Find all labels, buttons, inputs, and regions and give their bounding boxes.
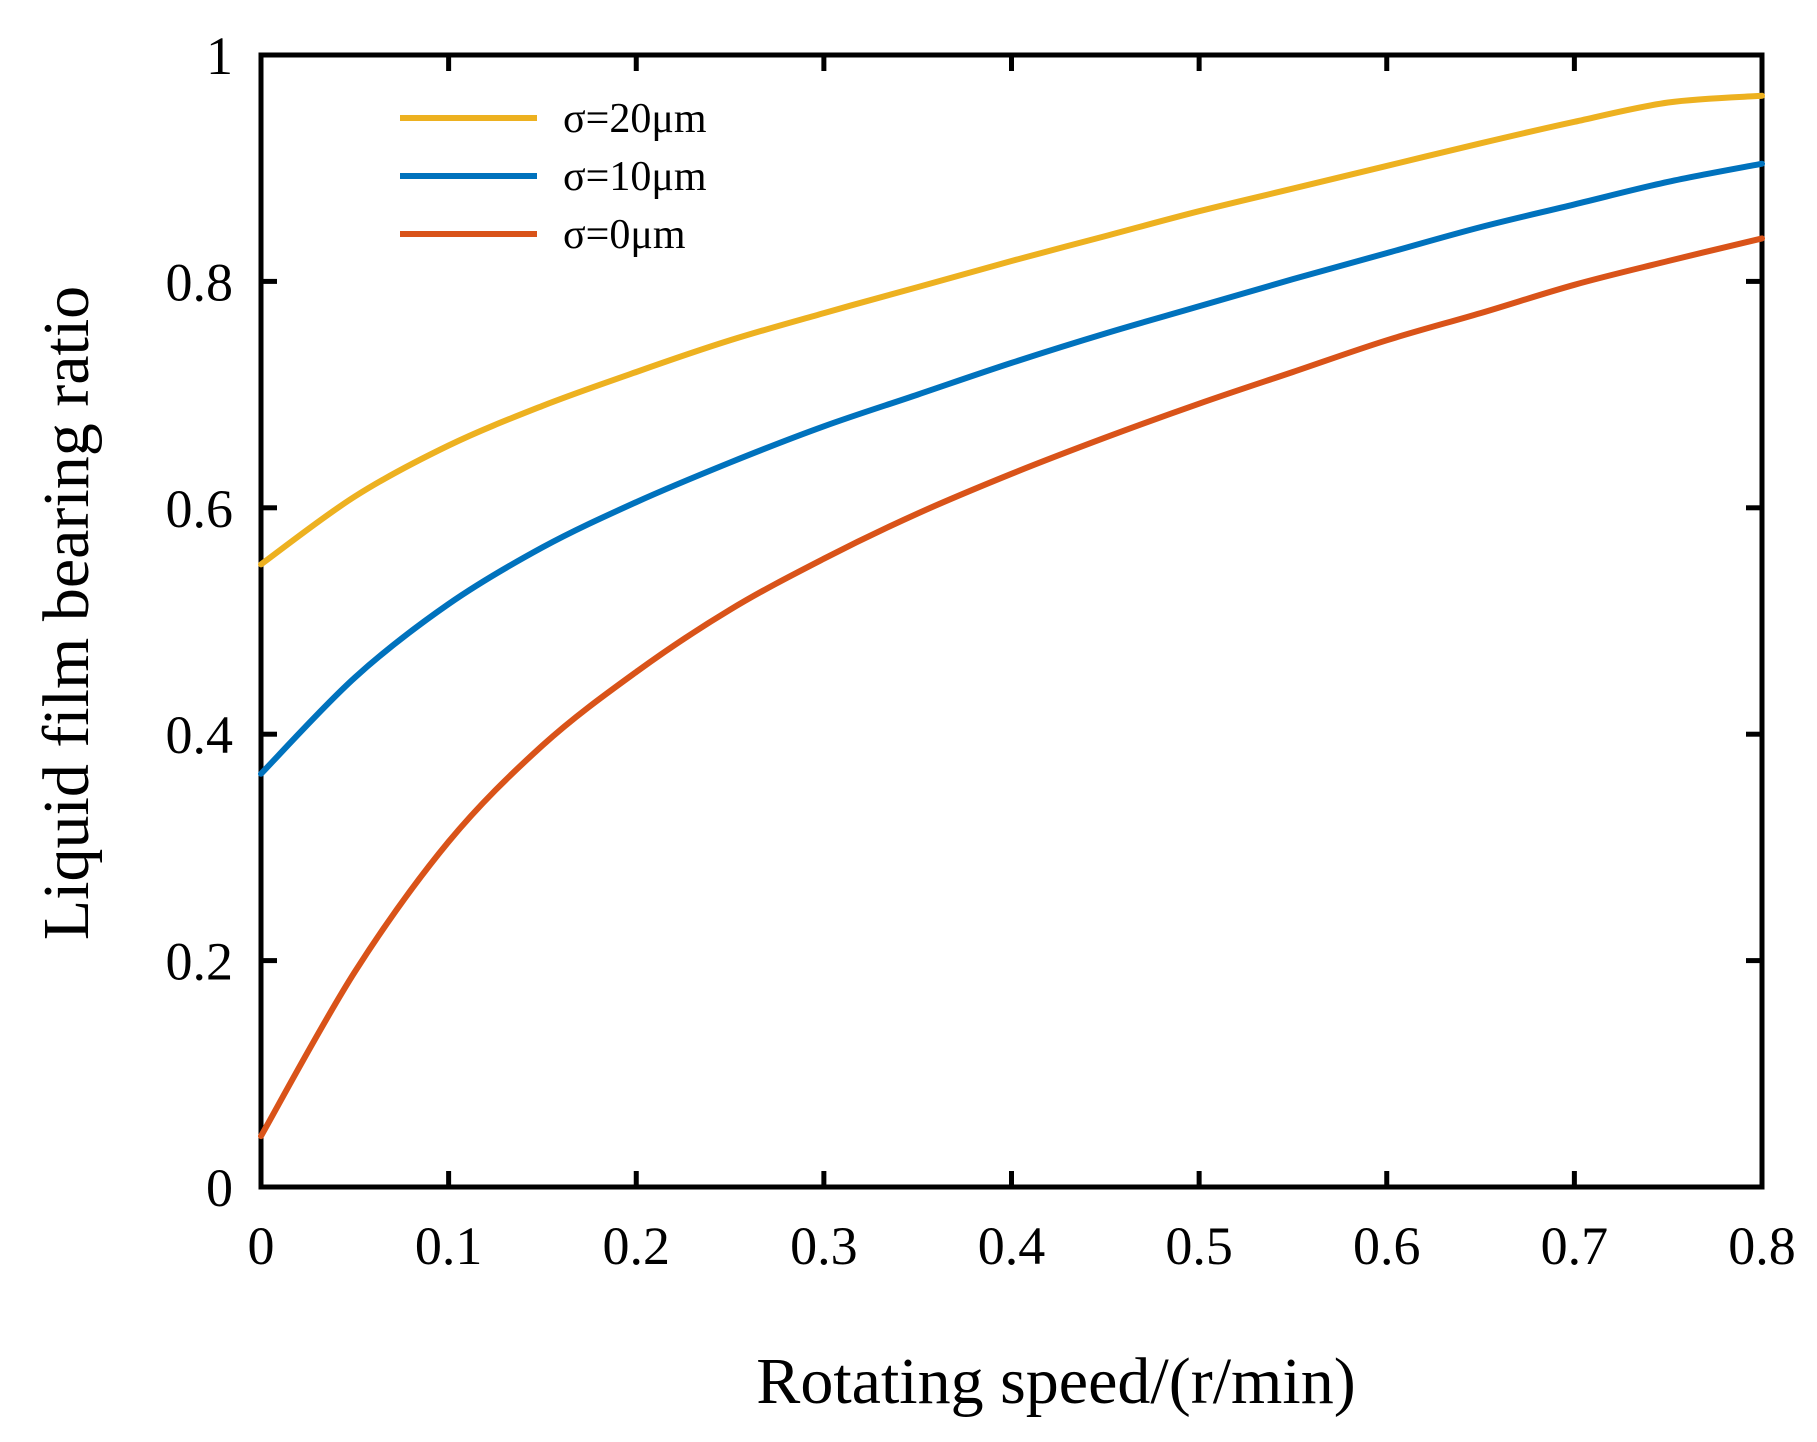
y-tick-label: 0.8: [166, 252, 234, 312]
x-tick-label: 0.3: [790, 1216, 858, 1276]
y-tick-label: 1: [206, 26, 233, 86]
x-tick-label: 0: [248, 1216, 275, 1276]
x-tick-label: 0.7: [1541, 1216, 1609, 1276]
x-tick-label: 0.5: [1165, 1216, 1233, 1276]
legend-item: σ=0μm: [400, 212, 686, 258]
legend-item: σ=20μm: [400, 96, 707, 142]
y-tick-label: 0.6: [166, 479, 234, 539]
legend-label: σ=20μm: [563, 96, 707, 142]
tick-layer: 0 0.1 0.2 0.3 0.4 0.5 0.6 0.7 0.8 0 0.2 0.4 0.6 0.8 1: [166, 26, 1796, 1276]
legend-item: σ=10μm: [400, 154, 707, 200]
series-line-20m: [258, 92, 1765, 568]
x-tick-label: 0.1: [415, 1216, 483, 1276]
x-tick-label: 0.6: [1353, 1216, 1421, 1276]
x-tick-label: 0.2: [603, 1216, 671, 1276]
x-tick-label: 0.4: [978, 1216, 1046, 1276]
legend: σ=20μm σ=10μm σ=0μm: [400, 96, 707, 258]
y-tick-label: 0: [206, 1158, 233, 1218]
y-tick-label: 0.4: [166, 705, 234, 765]
x-axis-title: Rotating speed/(r/min): [756, 1345, 1355, 1418]
y-tick-label: 0.2: [166, 932, 234, 992]
legend-label: σ=0μm: [563, 212, 686, 258]
series-layer: [258, 92, 1765, 1140]
x-tick-label: 0.8: [1728, 1216, 1796, 1276]
legend-label: σ=10μm: [563, 154, 707, 200]
series-line-0m: [258, 235, 1765, 1140]
series-line-10m: [258, 160, 1765, 777]
y-axis-title: Liquid film bearing ratio: [30, 286, 103, 940]
